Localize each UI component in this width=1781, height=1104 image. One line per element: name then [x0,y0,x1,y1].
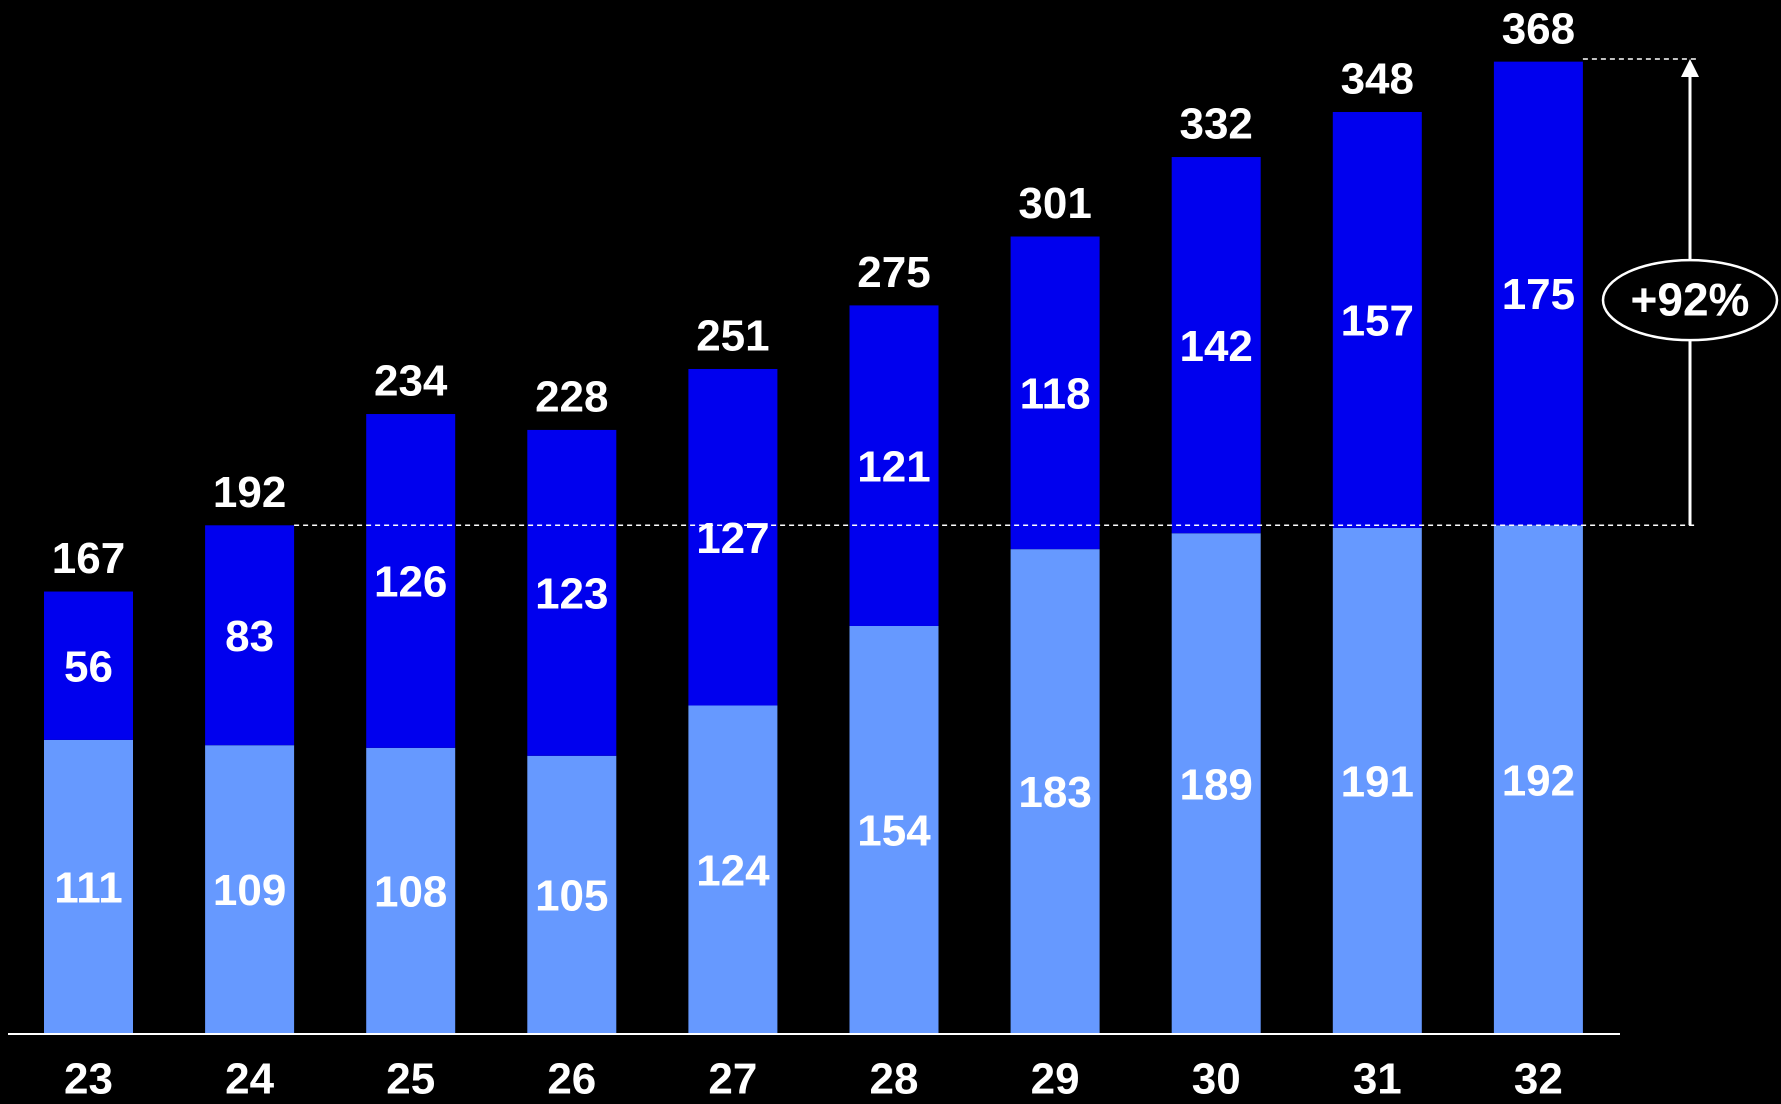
bar-segment-upper [205,525,295,746]
x-tick-label: 28 [870,1055,919,1104]
data-label-total: 228 [535,373,608,422]
x-tick-label: 24 [225,1055,274,1104]
x-tick-label: 27 [708,1055,757,1104]
data-label-upper: 123 [535,569,608,618]
x-tick-label: 25 [386,1055,435,1104]
data-label-lower: 191 [1341,758,1414,807]
bar-segment-upper [1493,61,1583,526]
bar-segment-upper [849,305,939,626]
data-label-total: 192 [213,468,286,517]
data-label-total: 348 [1341,55,1414,104]
data-label-lower: 105 [535,872,608,921]
x-tick-label: 29 [1031,1055,1080,1104]
bar-segment-lower [1171,533,1261,1034]
data-label-lower: 124 [696,846,770,895]
x-tick-label: 26 [547,1055,596,1104]
bar-segment-lower [366,747,456,1034]
x-tick-label: 23 [64,1055,113,1104]
growth-annotation-ellipse [1601,258,1779,342]
x-tick-label: 32 [1514,1055,1563,1104]
data-label-total: 275 [857,248,930,297]
data-label-upper: 126 [374,558,447,607]
bar-segment-lower [527,755,617,1034]
data-label-upper: 56 [64,642,113,691]
bar-segment-lower [205,745,295,1034]
bar-segment-upper [688,368,778,706]
data-label-total: 368 [1502,4,1575,53]
data-label-total: 301 [1018,179,1091,228]
x-tick-label: 30 [1192,1055,1241,1104]
data-label-lower: 192 [1502,756,1575,805]
bar-segment-upper [366,414,456,748]
bar-segment-upper [527,429,617,756]
bar-segment-upper [1332,111,1422,528]
growth-arrow-head [1681,59,1699,77]
data-label-lower: 183 [1018,768,1091,817]
data-label-total: 167 [52,534,125,583]
data-label-upper: 121 [857,442,930,491]
bar-segment-upper [1171,157,1261,534]
data-label-lower: 108 [374,868,447,917]
bar-segment-lower [688,705,778,1034]
bar-segment-lower [1332,527,1422,1034]
data-label-upper: 142 [1179,322,1252,371]
data-label-total: 234 [374,357,448,406]
bar-segment-lower [1493,525,1583,1034]
data-label-upper: 157 [1341,297,1414,346]
data-label-upper: 127 [696,514,769,563]
bar-segment-upper [44,591,133,740]
bar-segment-upper [1010,236,1100,550]
data-label-lower: 109 [213,866,286,915]
data-label-lower: 154 [857,807,931,856]
data-label-upper: 175 [1502,270,1575,319]
data-label-total: 251 [696,312,769,361]
bar-segment-lower [1010,549,1100,1034]
bar-segment-lower [44,739,133,1034]
growth-annotation-label: +92% [1631,273,1750,325]
data-label-total: 332 [1179,100,1252,149]
bar-segment-lower [849,625,939,1034]
data-label-upper: 118 [1020,369,1091,418]
x-tick-label: 31 [1353,1055,1402,1104]
data-label-upper: 83 [225,612,274,661]
data-label-lower: 189 [1179,760,1252,809]
data-label-lower: 111 [54,864,123,913]
